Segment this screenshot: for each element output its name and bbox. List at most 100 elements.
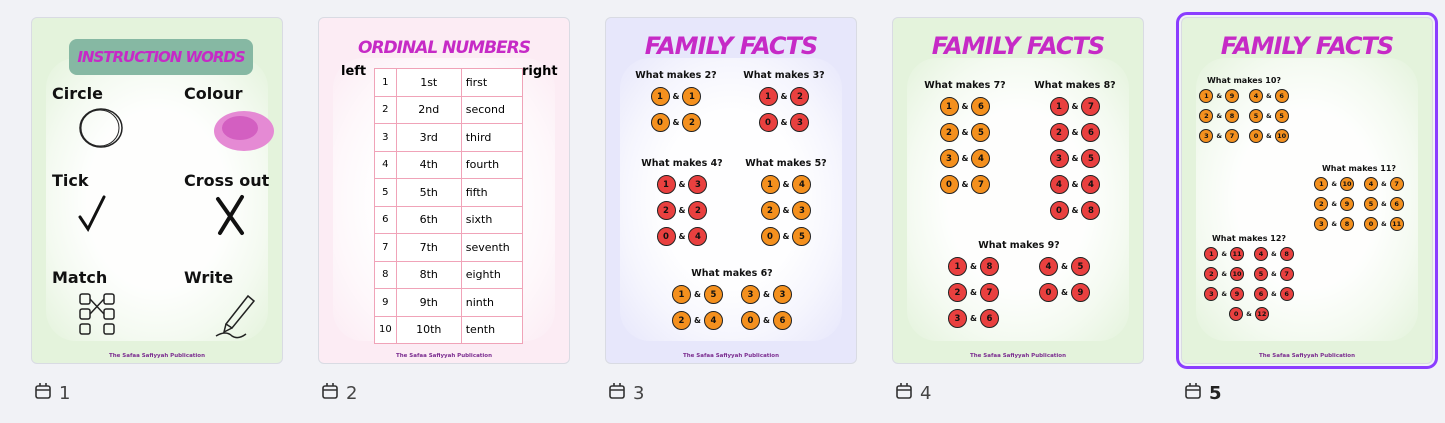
page-icon [320, 381, 340, 406]
page-title: ORDINAL NUMBERS [358, 38, 531, 58]
table-cell: 4th [395, 150, 462, 179]
orange-number: 2 [939, 123, 959, 142]
ampersand: & [1331, 220, 1337, 228]
icon [1185, 383, 1201, 399]
ampersand: & [970, 314, 977, 323]
orange-number: 5 [704, 285, 723, 304]
page-title: FAMILY FACTS [1220, 32, 1394, 60]
ampersand: & [1061, 262, 1068, 271]
orange-number: 10 [1274, 129, 1289, 143]
word-icon [76, 106, 126, 154]
page-thumbnail[interactable]: INSTRUCTION WORDS Circle Colour Tick Cross o… [31, 17, 283, 364]
table-cell: 8 [374, 260, 397, 289]
apple-number: 1 [1049, 97, 1069, 116]
fact-section: What makes 8? 1 & 7 2 & 6 3 & 5 4 & 4 0 & 8 [1025, 80, 1125, 220]
number-pair: 2 & 2 [656, 201, 708, 220]
number-pair: 1 & 2 [758, 87, 810, 106]
apple-number: 3 [1204, 287, 1219, 301]
orange-number: 4 [704, 311, 723, 330]
table-cell: fourth [460, 150, 523, 179]
ampersand: & [782, 232, 790, 241]
ampersand: & [672, 118, 680, 127]
apple-number: 6 [1081, 123, 1101, 142]
orange-number: 7 [1389, 177, 1404, 191]
number-pair: 4 & 4 [1049, 175, 1101, 194]
apple-number: 6 [980, 309, 999, 328]
number-pair: 0 & 5 [760, 227, 812, 246]
ampersand: & [1071, 180, 1079, 189]
ampersand: & [1271, 270, 1277, 278]
pair-grid: 1 & 5 3 & 3 2 & 4 0 & 6 [669, 285, 795, 330]
page-number-label: 3 [607, 381, 644, 406]
icon [35, 383, 51, 399]
orange-number: 4 [792, 175, 812, 194]
orange-number: 9 [1340, 197, 1354, 211]
table-cell: 3 [374, 123, 397, 152]
orange-number: 8 [1340, 217, 1354, 231]
page-thumbnail[interactable]: FAMILY FACTS What makes 10? 1 & 9 4 & 6 2 & 8 5 & 5 3 &… [1176, 12, 1438, 369]
orange-number: 1 [682, 87, 702, 106]
orange-number: 0 [741, 311, 760, 330]
apple-number: 0 [1039, 283, 1058, 302]
fact-section: What makes 11? 1 & 10 4 & 7 2 & 9 5 & 6 3 & 8 0 & 11 [1304, 164, 1414, 231]
orange-number: 4 [1249, 89, 1263, 103]
fact-section: What makes 2? 1 & 1 0 & 2 [626, 70, 726, 132]
apple-number: 8 [1279, 247, 1294, 261]
apple-number: 7 [1279, 267, 1294, 281]
table-row: 5 5th fifth [374, 178, 523, 207]
instruction-word: Colour [184, 84, 243, 103]
ampersand: & [1271, 290, 1277, 298]
ampersand: & [1271, 250, 1277, 258]
table-cell: eighth [460, 260, 523, 289]
table-row: 9 9th ninth [374, 288, 523, 317]
word-icon [76, 193, 108, 237]
table-cell: 7 [374, 233, 397, 262]
pair-grid: 1 & 4 2 & 3 0 & 5 [736, 175, 836, 246]
number-pair: 2 & 9 [1314, 197, 1354, 211]
table-row: 10 10th tenth [374, 315, 523, 344]
number-pair: 0 & 7 [939, 175, 991, 194]
number-pair: 0 & 6 [741, 311, 792, 330]
number-pair: 5 & 5 [1249, 109, 1289, 123]
number-pair: 1 & 6 [939, 97, 991, 116]
word-icon [212, 193, 248, 241]
icon [322, 383, 338, 399]
orange-number: 2 [760, 201, 780, 220]
table-cell: 2nd [395, 95, 462, 124]
ampersand: & [678, 232, 686, 241]
number-pair: 0 & 8 [1049, 201, 1101, 220]
ampersand: & [678, 206, 686, 215]
section-title: What makes 9? [978, 240, 1060, 251]
number-pair: 2 & 8 [1199, 109, 1239, 123]
page-thumbnail[interactable]: FAMILY FACTS What makes 2? 1 & 1 0 & 2 What make… [605, 17, 857, 364]
page-thumbnail[interactable]: FAMILY FACTS What makes 7? 1 & 6 2 & 5 3 & 4 0 & 7 Wha… [892, 17, 1144, 364]
table-cell: 1 [374, 68, 397, 97]
fact-section: What makes 12? 1 & 11 4 & 8 2 & 10 5 & 7 3 & 9 6 & 6 0 & 12 [1194, 234, 1304, 321]
apple-number: 1 [758, 87, 778, 106]
table-cell: second [460, 95, 523, 124]
fact-section: What makes 3? 1 & 2 0 & 3 [734, 70, 834, 132]
page-icon [33, 381, 53, 406]
word-icon [212, 290, 256, 344]
page-number-label: 1 [33, 381, 70, 406]
orange-number: 7 [1225, 129, 1239, 143]
number-pair: 3 & 8 [1314, 217, 1354, 231]
publisher-footer: The Safaa Safiyyah Publication [108, 353, 205, 359]
page-thumbnail[interactable]: ORDINAL NUMBERS left right 1 1st first 2 2nd sec… [318, 17, 570, 364]
number-pair: 0 & 10 [1249, 129, 1289, 143]
orange-number: 3 [1199, 129, 1214, 143]
ampersand: & [1216, 132, 1222, 140]
number-pair: 2 & 6 [1049, 123, 1101, 142]
pair-grid: 1 & 9 4 & 6 2 & 8 5 & 5 3 & 7 0 & 10 [1194, 89, 1294, 143]
page-title: FAMILY FACTS [644, 32, 818, 60]
orange-number: 5 [1274, 109, 1289, 123]
number-pair: 0 & 11 [1364, 217, 1404, 231]
page-number-label: 5 [1183, 381, 1222, 406]
orange-number: 5 [1364, 197, 1378, 211]
table-cell: 5th [395, 178, 462, 207]
table-cell: 6th [395, 205, 462, 234]
number-pair: 0 & 3 [758, 113, 810, 132]
orange-number: 1 [650, 87, 670, 106]
apple-number: 4 [1049, 175, 1069, 194]
